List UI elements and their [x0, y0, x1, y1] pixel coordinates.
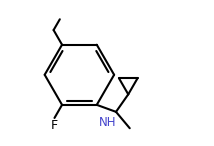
Text: NH: NH [98, 116, 116, 129]
Text: F: F [51, 119, 58, 132]
